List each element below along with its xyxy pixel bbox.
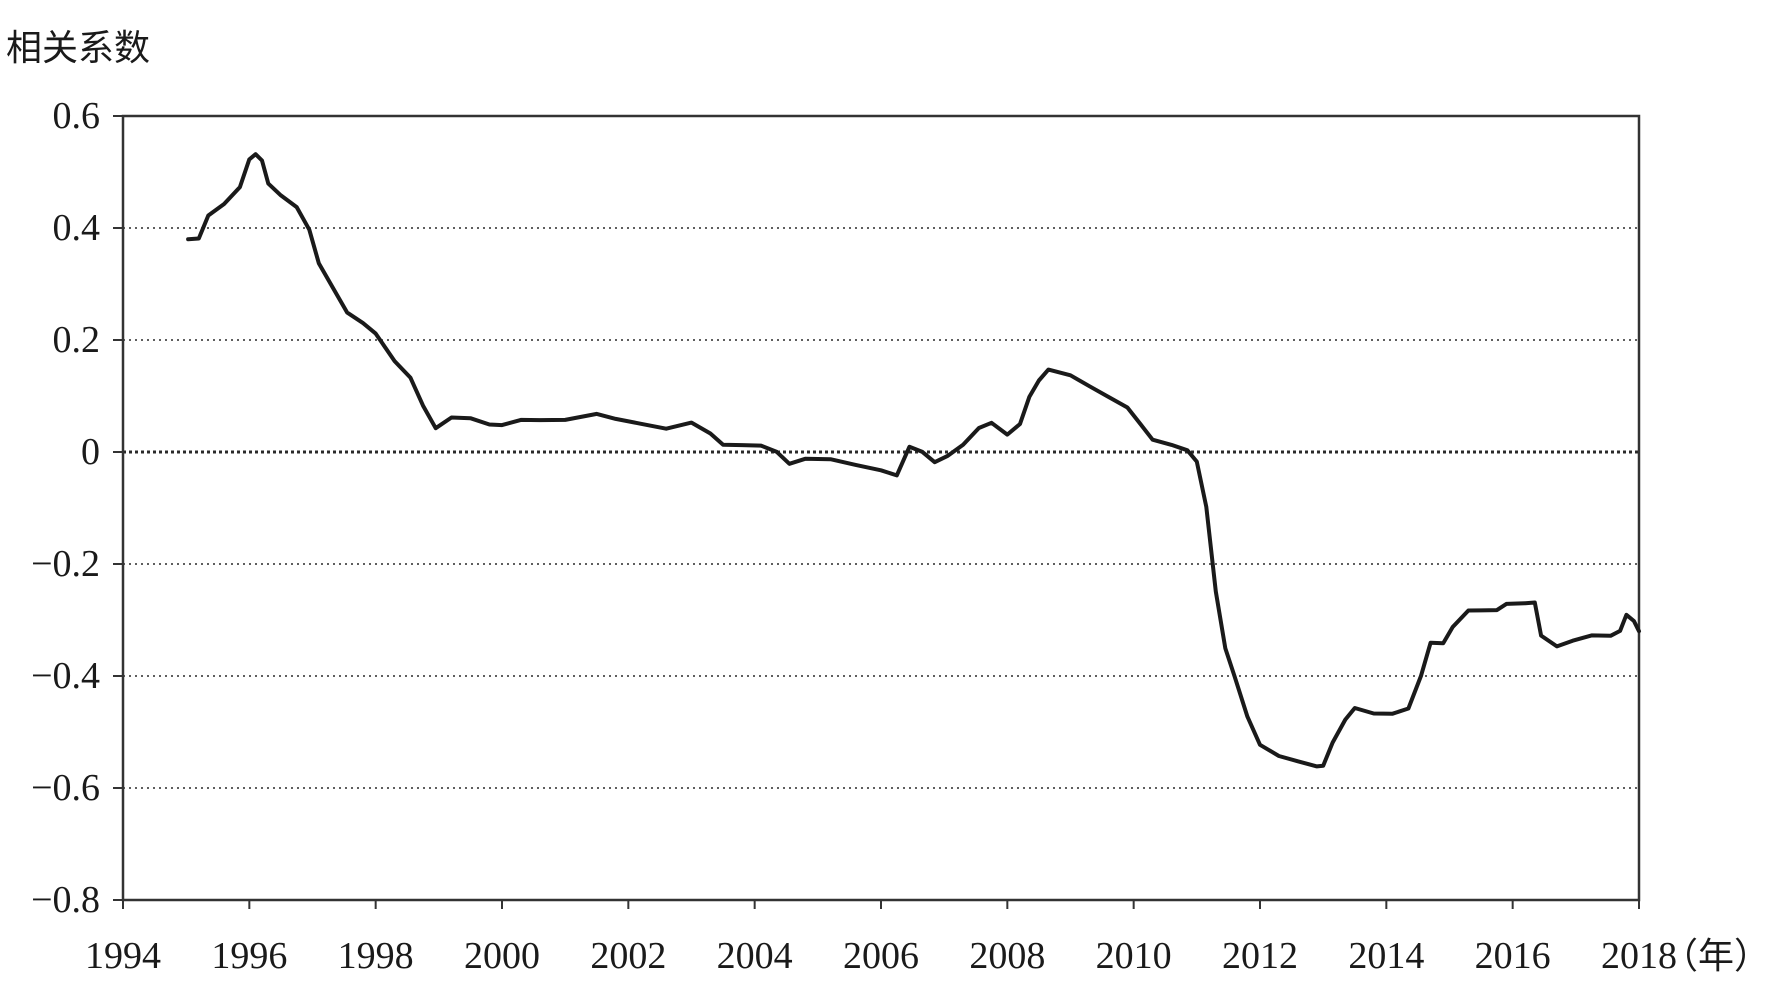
gridlines bbox=[123, 227, 1639, 789]
y-tick-label: 0.6 bbox=[53, 95, 101, 137]
x-tick-label: 1996 bbox=[211, 935, 287, 977]
y-axis: 0.6 0.4 0.2 0 −0.2 −0.4 −0.6 −0.8 bbox=[31, 95, 123, 921]
x-tick-label: 1994 bbox=[85, 935, 161, 977]
y-axis-title: 相关系数 bbox=[6, 28, 150, 69]
series-line bbox=[186, 152, 1641, 769]
plot-frame bbox=[121, 114, 1641, 902]
x-axis-unit-label: （年） bbox=[1662, 936, 1770, 977]
y-tick-label: −0.6 bbox=[31, 767, 100, 809]
x-tick-label: 2018 bbox=[1601, 935, 1677, 977]
x-tick-label: 2014 bbox=[1348, 935, 1424, 977]
x-tick-label: 2004 bbox=[717, 935, 793, 977]
y-tick-label: −0.8 bbox=[31, 879, 100, 921]
x-tick-label: 2000 bbox=[464, 935, 540, 977]
x-axis: 1994 1996 1998 2000 2002 2004 2006 2008 2010 2012… bbox=[85, 900, 1677, 977]
y-tick-label: 0.2 bbox=[53, 319, 101, 361]
series-layer bbox=[186, 152, 1641, 769]
y-tick-label: −0.2 bbox=[31, 543, 100, 585]
x-tick-label: 2002 bbox=[590, 935, 666, 977]
x-tick-label: 2012 bbox=[1222, 935, 1298, 977]
y-tick-label: 0.4 bbox=[53, 207, 101, 249]
y-tick-label: 0 bbox=[81, 431, 100, 473]
y-tick-label: −0.4 bbox=[31, 655, 100, 697]
x-tick-label: 1998 bbox=[338, 935, 414, 977]
x-tick-label: 2016 bbox=[1475, 935, 1551, 977]
x-tick-label: 2008 bbox=[969, 935, 1045, 977]
x-tick-label: 2006 bbox=[843, 935, 919, 977]
x-tick-label: 2010 bbox=[1096, 935, 1172, 977]
